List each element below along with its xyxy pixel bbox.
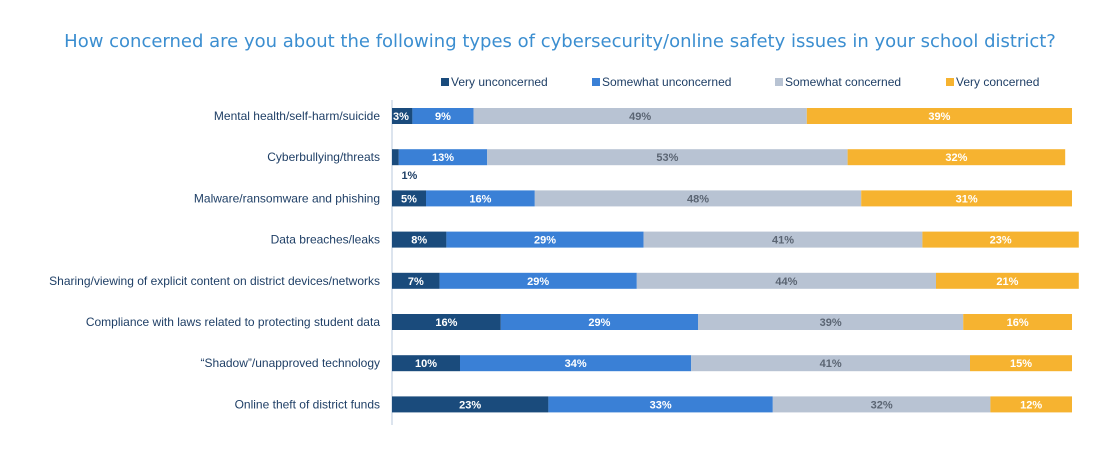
data-label: 1% [401, 170, 417, 182]
data-label: 12% [1020, 399, 1042, 411]
data-label: 8% [411, 235, 427, 247]
legend-swatch-3 [946, 78, 954, 86]
data-label: 44% [775, 276, 797, 288]
category-label: Sharing/viewing of explicit content on d… [49, 274, 380, 288]
data-label: 16% [469, 193, 491, 205]
data-label: 23% [459, 399, 481, 411]
bar-segment [772, 396, 991, 413]
bar-segment [698, 314, 964, 330]
bar-segment [963, 314, 1072, 330]
bar-segment [426, 190, 535, 207]
bar-segment [392, 396, 549, 413]
bar-segment [398, 149, 488, 166]
bar-segment [534, 190, 862, 207]
bar-segment [847, 149, 1066, 166]
data-label: 3% [393, 111, 409, 123]
bar-segment [806, 108, 1072, 124]
bar-segment [500, 314, 698, 330]
data-label: 53% [656, 152, 678, 164]
data-label: 39% [928, 111, 950, 123]
bar-segment [643, 231, 923, 248]
bar-segment [636, 272, 936, 289]
data-label: 7% [408, 276, 424, 288]
data-label: 16% [1007, 317, 1029, 329]
data-label: 10% [415, 358, 437, 370]
category-label: Data breaches/leaks [271, 233, 380, 247]
bar-segment [487, 149, 848, 166]
data-label: 32% [871, 399, 893, 411]
data-label: 21% [996, 276, 1018, 288]
legend-label-1: Somewhat unconcerned [602, 75, 731, 89]
bar-segment [990, 396, 1072, 413]
bar-segment [861, 190, 1072, 207]
bar-segment [392, 272, 440, 289]
chart-title: How concerned are you about the followin… [64, 31, 1056, 52]
bar-segment [392, 149, 399, 166]
bar-segment [460, 355, 692, 372]
data-label: 23% [990, 235, 1012, 247]
category-label: Online theft of district funds [235, 397, 380, 411]
data-label: 49% [629, 111, 651, 123]
category-label: Malware/ransomware and phishing [194, 191, 380, 205]
bar-segment [392, 190, 426, 207]
legend-label-0: Very unconcerned [451, 75, 548, 89]
data-label: 41% [772, 235, 794, 247]
data-label: 13% [432, 152, 454, 164]
data-label: 29% [534, 235, 556, 247]
category-label: Mental health/self-harm/suicide [214, 109, 380, 123]
data-label: 15% [1010, 358, 1032, 370]
category-label: Compliance with laws related to protecti… [86, 315, 380, 329]
data-label: 29% [588, 317, 610, 329]
category-label: “Shadow”/unapproved technology [201, 356, 380, 370]
bar-segment [691, 355, 970, 372]
bar-segment [392, 314, 501, 330]
data-label: 29% [527, 276, 549, 288]
category-label: Cyberbullying/threats [267, 150, 380, 164]
data-label: 16% [435, 317, 457, 329]
bar-segment [970, 355, 1072, 372]
bar-segment [392, 231, 447, 248]
data-label: 41% [820, 358, 842, 370]
data-label: 48% [687, 193, 709, 205]
legend-swatch-1 [592, 78, 600, 86]
legend-swatch-0 [441, 78, 449, 86]
data-label: 33% [650, 399, 672, 411]
bar-segment [446, 231, 644, 248]
bar-segment [392, 108, 413, 124]
legend-swatch-2 [775, 78, 783, 86]
bar-segment [922, 231, 1079, 248]
bar-segment [936, 272, 1079, 289]
bar-segment [412, 108, 474, 124]
bar-segment [439, 272, 637, 289]
data-label: 39% [820, 317, 842, 329]
data-label: 31% [956, 193, 978, 205]
bar-segment [473, 108, 807, 124]
data-label: 32% [945, 152, 967, 164]
data-label: 5% [401, 193, 417, 205]
legend-label-3: Very concerned [956, 75, 1039, 89]
data-label: 9% [435, 111, 451, 123]
bar-segment [392, 355, 460, 372]
legend-label-2: Somewhat concerned [785, 75, 901, 89]
data-label: 34% [565, 358, 587, 370]
bar-segment [548, 396, 773, 413]
